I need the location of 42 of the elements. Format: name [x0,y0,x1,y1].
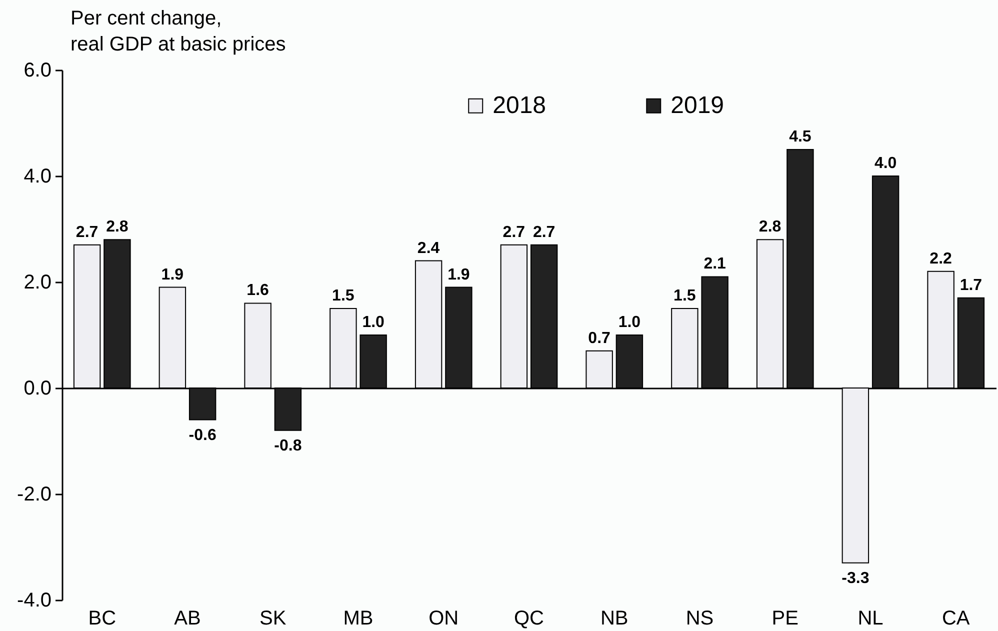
data-label: 2.7 [76,224,98,241]
data-label: 4.5 [789,128,812,146]
data-label: 2.8 [106,218,128,236]
x-tick-label: NB [600,608,628,630]
x-tick-label: MB [343,608,374,630]
data-label: -0.6 [188,426,216,444]
data-label: 1.7 [960,276,982,294]
data-label: -0.8 [274,437,302,454]
data-label: 1.9 [448,266,470,284]
x-tick-label: SK [260,608,287,630]
x-tick-label: CA [942,608,970,630]
y-tick-label: 2.0 [24,272,52,294]
y-tick-label: 4.0 [24,166,52,188]
legend-label: 2018 [492,92,546,119]
x-tick-label: NL [858,608,884,630]
data-label: 1.5 [674,288,696,304]
data-label: 4.0 [874,155,897,172]
data-label: 1.9 [161,266,184,284]
x-tick-label: ON [428,608,459,630]
data-label: 2.7 [502,224,526,241]
y-tick-label: 6.0 [24,60,52,82]
y-tick-label: 0.0 [24,378,52,400]
data-label: 2.7 [532,224,556,241]
data-label: 1.0 [362,314,385,331]
data-label: -3.3 [842,570,870,587]
data-label: 1.0 [618,314,641,331]
x-tick-label: QC [514,608,544,630]
data-label: 2.1 [704,256,726,273]
y-axis-title: Per cent change, real GDP at basic prices [70,8,286,56]
x-tick-label: PE [772,608,798,630]
data-label: 2.4 [417,240,440,257]
y-tick-label: -4.0 [17,590,52,612]
data-label: 1.6 [246,282,270,300]
x-tick-label: NS [686,608,714,630]
data-label: 2.8 [758,218,782,236]
y-tick-label: -2.0 [17,484,52,506]
data-label: 1.5 [332,288,354,304]
legend-label: 2019 [670,92,724,119]
x-tick-label: AB [174,608,201,630]
x-tick-label: BC [88,608,116,630]
data-label: 2.2 [930,250,952,268]
data-label: 0.7 [588,330,611,347]
